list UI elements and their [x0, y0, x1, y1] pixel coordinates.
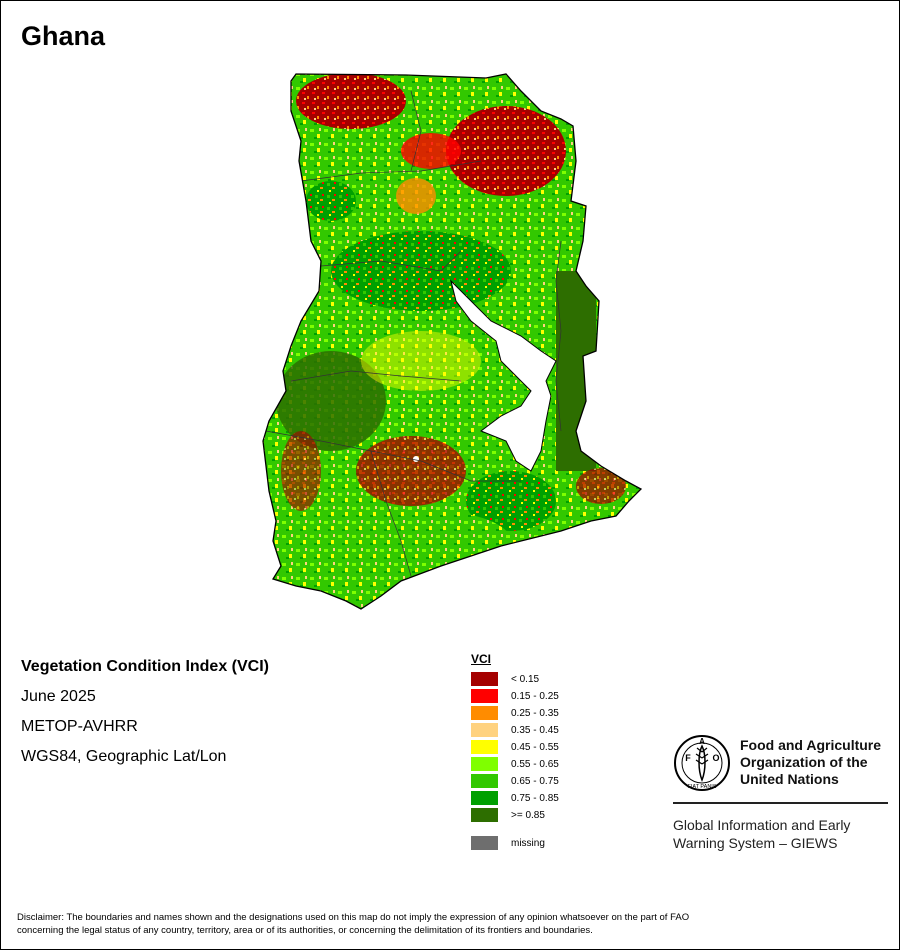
- legend-item: 0.75 - 0.85: [471, 791, 559, 805]
- giews-name: Global Information and Early Warning Sys…: [673, 816, 850, 852]
- sensor-name: METOP-AVHRR: [21, 718, 138, 735]
- country-boundary: [262, 73, 643, 610]
- ghana-vci-map: [262, 73, 643, 610]
- fao-logo: F O A FIAT PANIS: [674, 735, 730, 791]
- legend-item-missing: missing: [471, 836, 545, 850]
- legend-label: 0.25 - 0.35: [511, 707, 559, 719]
- legend-label: 0.65 - 0.75: [511, 775, 559, 787]
- map-date: June 2025: [21, 688, 96, 705]
- legend-item: 0.65 - 0.75: [471, 774, 559, 788]
- legend-item: < 0.15: [471, 672, 539, 686]
- legend-item: 0.15 - 0.25: [471, 689, 559, 703]
- legend-label: 0.45 - 0.55: [511, 741, 559, 753]
- giews-line2: Warning System – GIEWS: [673, 835, 838, 851]
- legend-label-missing: missing: [511, 837, 545, 849]
- fao-name-line1: Food and Agriculture: [740, 737, 882, 753]
- legend-label: 0.15 - 0.25: [511, 690, 559, 702]
- fao-name: Food and Agriculture Organization of the…: [740, 737, 881, 788]
- svg-text:O: O: [712, 753, 719, 763]
- giews-line1: Global Information and Early: [673, 817, 851, 833]
- fao-divider: [673, 802, 888, 804]
- legend-label: 0.75 - 0.85: [511, 792, 559, 804]
- legend-title: VCI: [471, 652, 492, 666]
- legend-label: 0.35 - 0.45: [511, 724, 559, 736]
- legend-swatch: [471, 706, 498, 720]
- legend-swatch: [471, 808, 498, 822]
- legend-swatch-missing: [471, 836, 498, 850]
- fao-logo-letters: F: [685, 753, 691, 763]
- legend-swatch: [471, 740, 498, 754]
- legend-item: 0.55 - 0.65: [471, 757, 559, 771]
- legend-label: 0.55 - 0.65: [511, 758, 559, 770]
- disclaimer-line1: Disclaimer: The boundaries and names sho…: [17, 912, 690, 923]
- disclaimer: Disclaimer: The boundaries and names sho…: [17, 911, 877, 937]
- legend-swatch: [471, 791, 498, 805]
- fao-motto: FIAT PANIS: [687, 784, 716, 790]
- svg-text:A: A: [699, 737, 705, 746]
- index-name: Vegetation Condition Index (VCI): [21, 658, 269, 675]
- legend-item: 0.35 - 0.45: [471, 723, 559, 737]
- legend-label: < 0.15: [511, 673, 540, 685]
- legend-swatch: [471, 672, 498, 686]
- legend-item: 0.45 - 0.55: [471, 740, 559, 754]
- fao-name-line3: United Nations: [740, 771, 839, 787]
- disclaimer-line2: concerning the legal status of any count…: [17, 925, 593, 936]
- legend-swatch: [471, 757, 498, 771]
- projection-label: WGS84, Geographic Lat/Lon: [21, 748, 227, 765]
- legend-item: 0.25 - 0.35: [471, 706, 559, 720]
- legend-item: >= 0.85: [471, 808, 545, 822]
- map-title: Ghana: [21, 21, 106, 51]
- legend-swatch: [471, 723, 498, 737]
- fao-name-line2: Organization of the: [740, 754, 868, 770]
- legend-label: >= 0.85: [511, 809, 545, 821]
- legend-swatch: [471, 689, 498, 703]
- legend-swatch: [471, 774, 498, 788]
